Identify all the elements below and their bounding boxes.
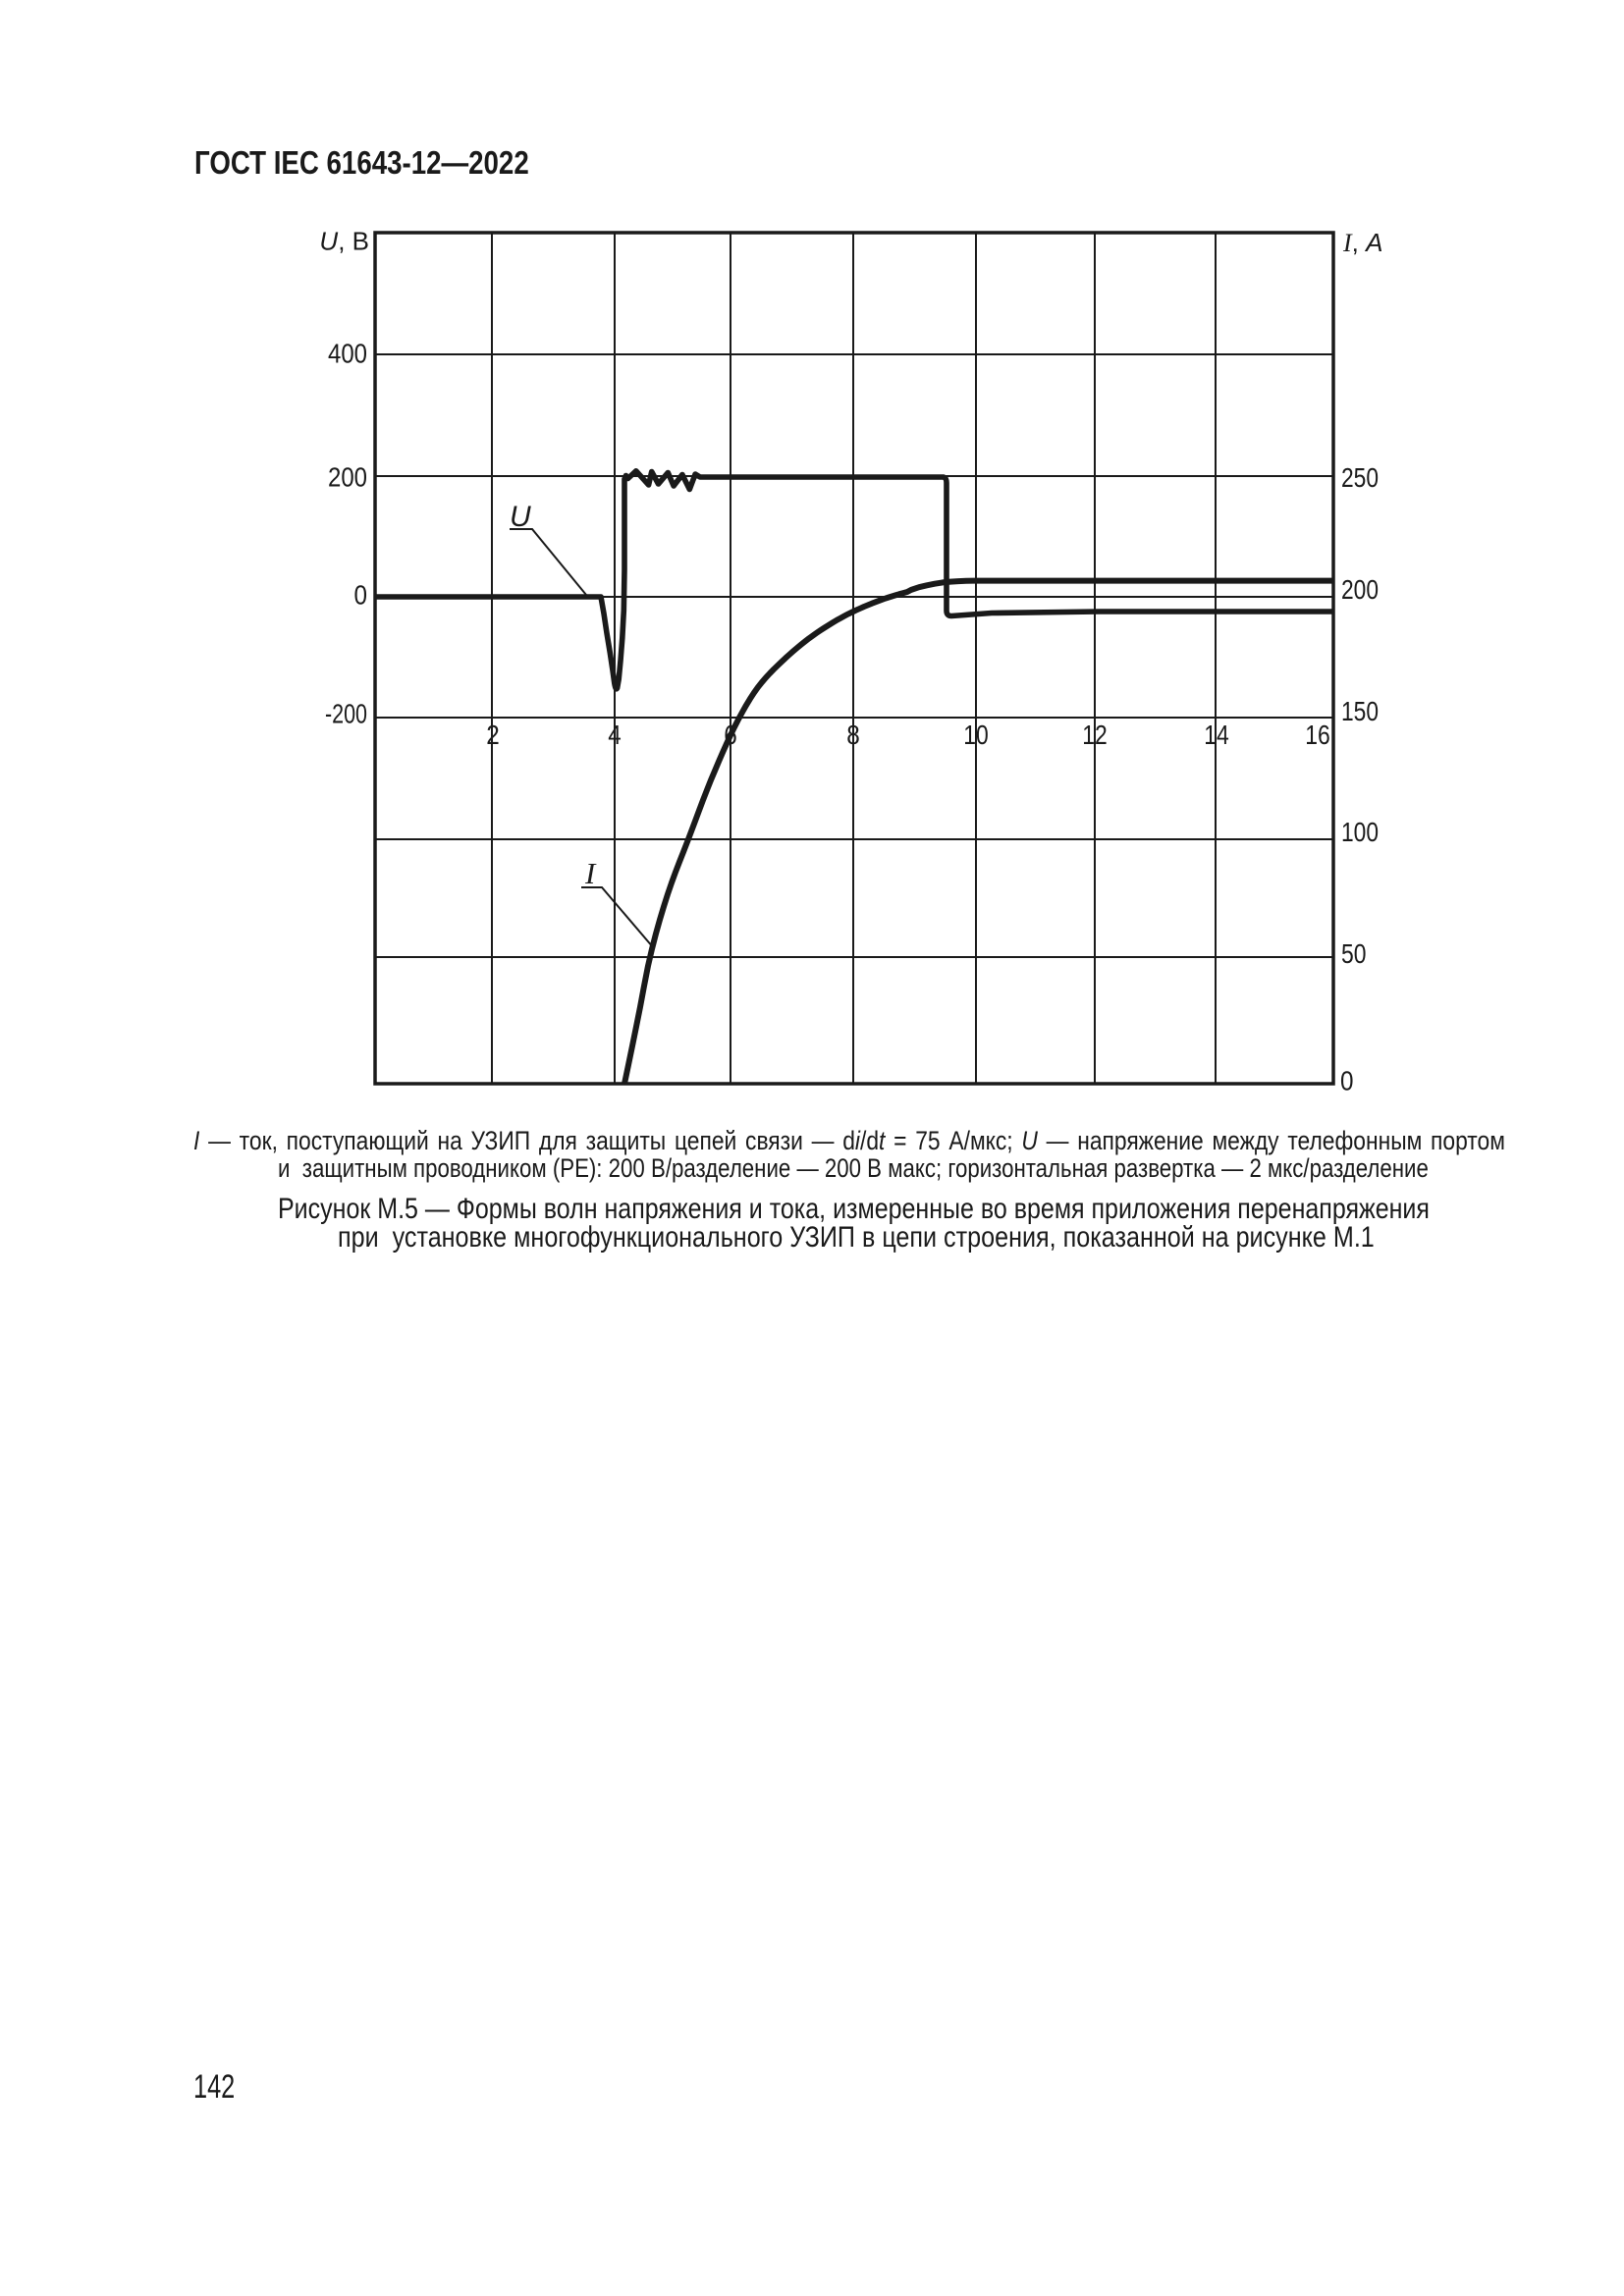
svg-text:50: 50: [1341, 938, 1367, 969]
svg-text:16: 16: [1305, 720, 1330, 750]
svg-text:12: 12: [1082, 720, 1108, 750]
svg-text:100: 100: [1341, 817, 1379, 847]
svg-text:400: 400: [328, 339, 367, 369]
svg-text:6: 6: [724, 720, 737, 750]
svg-text:14: 14: [1204, 720, 1229, 750]
svg-text:2: 2: [486, 720, 500, 750]
svg-text:200: 200: [1341, 574, 1379, 605]
svg-text:-200: -200: [325, 699, 367, 729]
svg-text:I, А: I, А: [1342, 228, 1382, 257]
svg-text:200: 200: [328, 462, 367, 493]
svg-text:150: 150: [1341, 696, 1379, 726]
svg-text:10: 10: [963, 720, 989, 750]
svg-text:250: 250: [1341, 462, 1379, 493]
svg-text:I: I: [584, 856, 597, 890]
svg-text:0: 0: [1340, 1066, 1354, 1096]
svg-text:4: 4: [608, 720, 622, 750]
svg-text:8: 8: [846, 720, 860, 750]
svg-text:U: U: [510, 501, 531, 533]
svg-text:0: 0: [354, 580, 368, 611]
svg-text:U, В: U, В: [319, 227, 369, 256]
